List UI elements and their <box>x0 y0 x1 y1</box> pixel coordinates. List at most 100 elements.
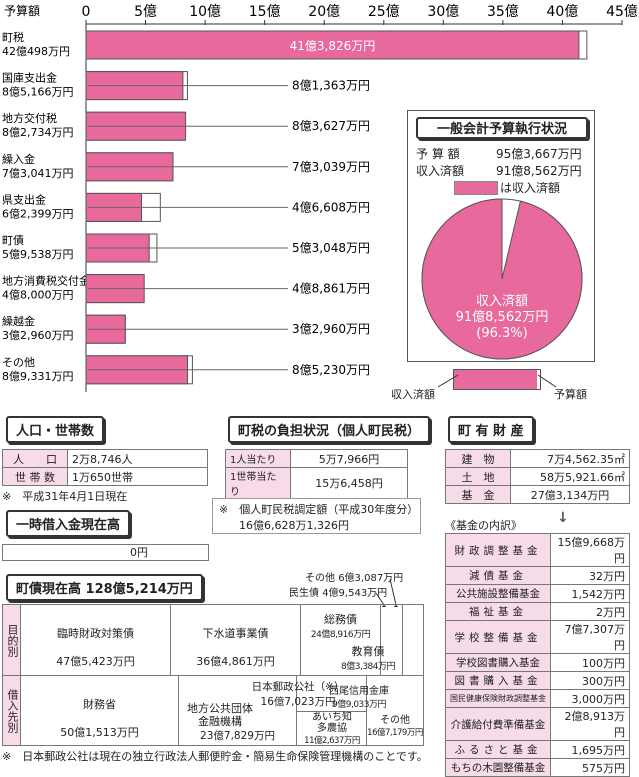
population-label: 人 口 <box>2 449 68 468</box>
debt-lender-cell: 西尾信用金庫 9億9,033万円 <box>329 686 389 710</box>
fund-name: 介護給付費準備基金 <box>445 707 551 741</box>
table-row: 建 物 7万4,562.35㎡ <box>445 449 630 468</box>
debt-footnote: ※ 日本郵政公社は現在の独立行政法人郵便貯金・簡易生命保険管理機構のことです。 <box>2 750 428 763</box>
table-row: ふるさと基金 1,695万円 <box>445 740 630 759</box>
x-tick-label: 5億 <box>134 4 157 20</box>
x-tick-label: 10億 <box>189 4 221 20</box>
budget-value-label: 6億2,399万円 <box>2 207 74 220</box>
fund-caption: 《基金の内訳》 <box>445 519 522 532</box>
budget-value-label: 8億2,734万円 <box>2 126 74 139</box>
pie-label: 91億8,562万円 <box>456 309 549 325</box>
debt-leader-lines <box>375 578 398 607</box>
revenue-value-label: 3億2,960万円 <box>292 322 370 336</box>
fund-value: 2万円 <box>550 602 630 621</box>
category-label: 町債 <box>2 233 24 247</box>
debt-lender-cell: その他 16億7,179万円 <box>367 715 423 738</box>
revenue-value: 91億8,562万円 <box>496 164 582 178</box>
fund-value: 575万円 <box>550 758 630 777</box>
revenue-value-label: 41億3,826万円 <box>290 39 376 53</box>
revenue-value-label: 4億6,608万円 <box>292 200 370 214</box>
budget-value: 95億3,667万円 <box>496 147 582 161</box>
table-row: 基 金 27億3,134万円 <box>445 485 630 504</box>
table-row: 介護給付費準備基金 2億8,913万円 <box>445 707 630 741</box>
fund-value: 7億7,307万円 <box>550 620 630 654</box>
budget-value-label: 8億5,166万円 <box>2 86 74 99</box>
fund-name: もちの木園整備基金 <box>445 758 551 777</box>
temporary-loan-title: 一時借入金現在高 <box>6 510 131 537</box>
category-label: 町税 <box>2 30 24 44</box>
tax-per-household-label: 1世帯当たり <box>225 467 291 499</box>
ratio-bar-left-label: 収入済額 <box>391 388 435 401</box>
table-row: 学校整備基金 7億7,307万円 <box>445 620 630 654</box>
property-fund-label: 基 金 <box>445 485 511 504</box>
debt-purpose-cell: 下水道事業債 36億4,861万円 <box>171 605 301 675</box>
tax-burden-table: 1人当たり 5万7,966円 1世帯当たり 15万6,458円 <box>225 449 408 499</box>
property-title: 町 有 財 産 <box>448 416 534 443</box>
budget-label: 予 算 額 <box>416 147 460 161</box>
property-building-label: 建 物 <box>445 449 511 468</box>
budget-value-label: 42億498万円 <box>2 45 70 58</box>
revenue-value-label: 4億8,861万円 <box>292 282 370 296</box>
debt-purpose-cell: 総務債 24億8,916万円 <box>301 605 381 675</box>
fund-name: 図書購入基金 <box>445 671 551 690</box>
tax-note-line1: ※ 個人町民税調定額（平成30年度分） <box>219 503 419 516</box>
tax-burden-title: 町税の負担状況（個人町民税） <box>228 416 431 443</box>
table-row: 財政調整基金 15億9,668万円 <box>445 533 630 567</box>
category-label: 県支出金 <box>2 192 46 206</box>
property-table: 建 物 7万4,562.35㎡ 土 地 58万5,921.66㎡ 基 金 27億… <box>445 449 630 504</box>
table-row: 1世帯当たり 15万6,458円 <box>225 467 408 499</box>
population-table: 人 口 2万8,746人 世 帯 数 1万650世帯 <box>2 449 208 486</box>
population-note: ※ 平成31年4月1日現在 <box>2 490 128 503</box>
tax-per-person-label: 1人当たり <box>225 449 291 468</box>
table-row: 公共施設整備基金 1,542万円 <box>445 584 630 603</box>
population-value: 2万8,746人 <box>67 449 208 468</box>
pie-label: (96.3%) <box>476 326 527 341</box>
debt-lender-cell: 地方公共団体金融機構 23億7,829万円 <box>179 676 297 745</box>
general-account-title: 一般会計予算執行状況 <box>416 117 588 139</box>
table-row: 土 地 58万5,921.66㎡ <box>445 467 630 486</box>
fund-name: 国民健康保険財政調整基金 <box>445 689 551 708</box>
category-label: 地方交付税 <box>2 111 57 125</box>
x-tick-label: 45億 <box>606 4 638 20</box>
x-tick-label: 20億 <box>308 4 340 20</box>
category-label: その他 <box>2 356 35 369</box>
tax-note-line2: 16億6,628万1,326円 <box>239 519 349 532</box>
property-building-value: 7万4,562.35㎡ <box>510 449 630 468</box>
population-title: 人口・世帯数 <box>6 416 105 443</box>
fund-name: 公共施設整備基金 <box>445 584 551 603</box>
table-row: 学校図書購入基金 100万円 <box>445 653 630 672</box>
fund-table: 財政調整基金 15億9,668万円 減債基金 32万円 公共施設整備基金 1,542万円福… <box>445 533 630 777</box>
fund-name: 財政調整基金 <box>445 533 551 567</box>
fund-name: 減債基金 <box>445 566 551 585</box>
budget-value-label: 4億8,000万円 <box>2 289 74 302</box>
fund-value: 32万円 <box>550 566 630 585</box>
fund-value: 15億9,668万円 <box>550 533 630 567</box>
property-fund-value: 27億3,134万円 <box>510 485 630 504</box>
households-value: 1万650世帯 <box>67 467 208 486</box>
general-account-panel: 一般会計予算執行状況 予 算 額 95億3,667万円 収入済額 91億8,56… <box>407 110 595 362</box>
pie-label: 収入済額 <box>476 293 528 309</box>
fund-value: 100万円 <box>550 653 630 672</box>
y-axis-label: 予算額 <box>4 3 40 18</box>
x-tick-label: 15億 <box>249 4 281 20</box>
debt-lender-cell: 財務省 50億1,513万円 <box>21 676 179 745</box>
debt-purpose-cell: 臨時財政対策債 47億5,423万円 <box>21 605 171 675</box>
legend-text: は収入済額 <box>500 181 561 195</box>
table-row: 世 帯 数 1万650世帯 <box>2 467 208 486</box>
revenue-value-label: 8億5,230万円 <box>292 363 370 377</box>
debt-purpose-welfare-label: 民生債 4億9,543万円 <box>289 588 388 599</box>
table-row: 図書購入基金 300万円 <box>445 671 630 690</box>
town-debt-title: 町債現在高 128億5,214万円 <box>6 574 203 601</box>
revenue-value-label: 8億3,627万円 <box>292 119 370 133</box>
table-row: 福祉基金 2万円 <box>445 602 630 621</box>
legend-swatch <box>454 181 498 195</box>
table-row: 1人当たり 5万7,966円 <box>225 449 408 468</box>
debt-lender-header: 借入先別 <box>6 688 19 733</box>
temporary-loan-value-box: 0円 <box>2 544 209 561</box>
table-row: もちの木園整備基金 575万円 <box>445 758 630 777</box>
fund-name: 学校図書購入基金 <box>445 653 551 672</box>
category-label: 国庫支出金 <box>2 71 57 85</box>
property-land-value: 58万5,921.66㎡ <box>510 467 630 486</box>
x-tick-label: 35億 <box>487 4 519 20</box>
revenue-label: 収入済額 <box>416 164 465 178</box>
